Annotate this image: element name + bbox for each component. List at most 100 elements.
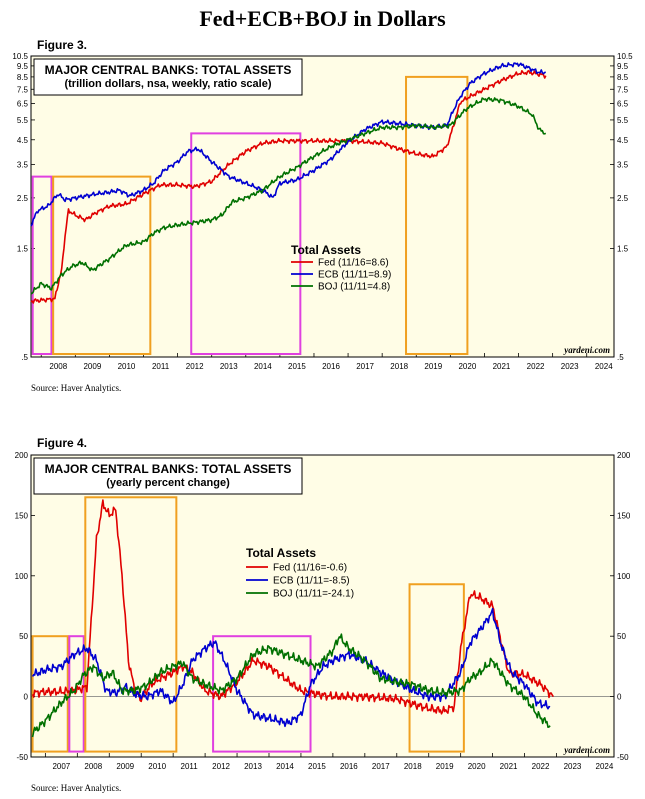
legend-entry-0: Fed (11/16=-0.6) [273,563,347,574]
x-tick-label: 2015 [288,362,306,371]
x-tick-label: 2015 [308,762,326,771]
y-tick-label-right: 0 [617,693,622,702]
credit-text: yardeni.com [563,345,610,355]
y-tick-label-left: .5 [21,353,28,362]
x-tick-label: 2010 [148,762,166,771]
highlight-box [405,75,469,356]
y-tick-label-left: 7.5 [17,85,29,94]
x-tick-label: 2018 [390,362,408,371]
chart-4: -50 -50 0 0 50 50 100 100 150 150 200 200 2007 2008 20… [15,451,631,771]
y-tick-label-right: 1.5 [617,244,629,253]
y-tick-label-left: 4.5 [17,136,29,145]
x-tick-label: 2012 [186,362,204,371]
chart-title-box [33,58,303,96]
highlight-box [52,175,152,355]
x-tick-label: 2019 [436,762,454,771]
x-tick-label: 2008 [84,762,102,771]
chart-3: .5 .5 1.5 1.5 2.5 2.5 3.5 3.5 4.5 4.5 5.5 5.5 6.5 6.5… [12,52,633,371]
y-tick-label-right: 9.5 [617,62,629,71]
y-tick-label-left: -50 [16,753,28,762]
y-tick-label-left: 10.5 [12,52,28,61]
x-tick-label: 2014 [276,762,294,771]
y-tick-label-left: 1.5 [17,244,29,253]
series-line-2 [31,633,551,738]
x-tick-label: 2016 [322,362,340,371]
y-tick-label-right: 4.5 [617,136,629,145]
y-tick-label-left: 6.5 [17,99,29,108]
x-tick-label: 2012 [212,762,230,771]
chart-subtitle: (yearly percent change) [106,477,230,489]
x-tick-label: 2024 [595,362,613,371]
y-tick-label-left: 200 [15,451,29,460]
y-tick-label-left: 3.5 [17,161,29,170]
x-tick-label: 2013 [220,362,238,371]
legend-entry-2: BOJ (11/11=-24.1) [273,589,354,600]
page-title: Fed+ECB+BOJ in Dollars [199,6,446,31]
figure-4-label: Figure 4. [37,436,88,450]
highlight-box [31,635,69,753]
x-tick-label: 2021 [493,362,511,371]
x-tick-label: 2014 [254,362,272,371]
x-tick-label: 2007 [52,762,70,771]
figure-4-source: Source: Haver Analytics. [31,783,122,793]
legend-entry-2: BOJ (11/11=4.8) [318,282,390,293]
highlight-box [31,175,53,355]
y-tick-label-right: 2.5 [617,194,629,203]
x-tick-label: 2011 [181,762,199,771]
chart-title: MAJOR CENTRAL BANKS: TOTAL ASSETS [45,462,292,476]
y-tick-label-right: 10.5 [617,52,633,61]
x-tick-label: 2017 [372,762,390,771]
y-tick-label-right: 200 [617,451,631,460]
plot-area [30,454,615,758]
x-tick-label: 2019 [424,362,442,371]
chart-title: MAJOR CENTRAL BANKS: TOTAL ASSETS [45,63,292,77]
legend-entry-1: ECB (11/11=8.9) [318,270,391,281]
credit-text: yardeni.com [563,745,610,755]
y-tick-label-right: 5.5 [617,116,629,125]
series-line-1 [30,62,546,227]
x-tick-label: 2011 [152,362,170,371]
chart-title-box [33,457,303,495]
series-line-0 [31,499,554,715]
y-tick-label-left: 150 [15,511,29,520]
plot-area [30,55,615,358]
x-tick-label: 2018 [404,762,422,771]
series-line-1 [31,607,551,728]
y-tick-label-left: 5.5 [17,116,29,125]
x-tick-label: 2009 [116,762,134,771]
highlight-box [190,132,302,355]
x-tick-label: 2023 [561,362,579,371]
legend-entry-1: ECB (11/11=-8.5) [273,576,350,587]
y-tick-label-left: 2.5 [17,194,29,203]
y-tick-label-left: 0 [24,693,29,702]
y-tick-label-right: 7.5 [617,85,629,94]
x-tick-label: 2022 [532,762,550,771]
x-tick-label: 2020 [468,762,486,771]
y-tick-label-right: -50 [617,753,629,762]
y-tick-label-left: 50 [19,632,28,641]
y-tick-label-right: 6.5 [617,99,629,108]
y-tick-label-left: 100 [15,572,29,581]
x-tick-label: 2016 [340,762,358,771]
figure-3-label: Figure 3. [37,38,88,52]
legend-title: Total Assets [291,243,361,257]
highlight-box [84,496,178,753]
x-tick-label: 2021 [500,762,518,771]
y-tick-label-right: 150 [617,511,631,520]
y-tick-label-right: .5 [617,353,624,362]
x-tick-label: 2013 [244,762,262,771]
x-tick-label: 2017 [356,362,374,371]
x-tick-label: 2023 [564,762,582,771]
y-tick-label-left: 8.5 [17,73,29,82]
y-tick-label-right: 8.5 [617,73,629,82]
highlight-box [408,583,465,753]
figure-3-source: Source: Haver Analytics. [31,383,122,393]
legend-entry-0: Fed (11/16=8.6) [318,258,389,269]
x-tick-label: 2010 [118,362,136,371]
y-tick-label-right: 50 [617,632,626,641]
legend-title: Total Assets [246,546,316,560]
x-tick-label: 2020 [458,362,476,371]
series-line-2 [30,96,547,295]
y-tick-label-right: 3.5 [617,161,629,170]
